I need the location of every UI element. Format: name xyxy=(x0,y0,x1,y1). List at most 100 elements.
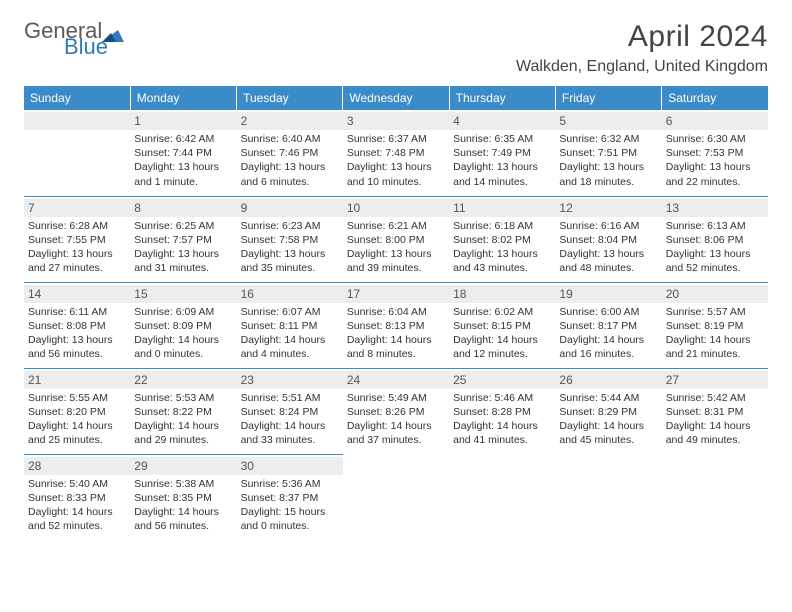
calendar-day-cell: 1Sunrise: 6:42 AMSunset: 7:44 PMDaylight… xyxy=(130,110,236,196)
day-number: 14 xyxy=(24,285,130,303)
day-sunrise: Sunrise: 6:21 AM xyxy=(347,219,445,233)
day-dl2: and 29 minutes. xyxy=(134,433,232,447)
day-sunrise: Sunrise: 6:40 AM xyxy=(241,132,339,146)
day-dl2: and 39 minutes. xyxy=(347,261,445,275)
day-dl1: Daylight: 14 hours xyxy=(666,419,764,433)
calendar-body: 1Sunrise: 6:42 AMSunset: 7:44 PMDaylight… xyxy=(24,110,768,540)
day-dl1: Daylight: 14 hours xyxy=(453,333,551,347)
day-dl2: and 1 minute. xyxy=(134,175,232,189)
day-sunrise: Sunrise: 6:00 AM xyxy=(559,305,657,319)
calendar-day-cell: 3Sunrise: 6:37 AMSunset: 7:48 PMDaylight… xyxy=(343,110,449,196)
day-dl2: and 21 minutes. xyxy=(666,347,764,361)
day-number: 12 xyxy=(555,199,661,217)
day-sunset: Sunset: 8:13 PM xyxy=(347,319,445,333)
day-dl2: and 35 minutes. xyxy=(241,261,339,275)
day-sunrise: Sunrise: 5:51 AM xyxy=(241,391,339,405)
calendar-week-row: 28Sunrise: 5:40 AMSunset: 8:33 PMDayligh… xyxy=(24,454,768,540)
day-number: 21 xyxy=(24,371,130,389)
day-dl1: Daylight: 14 hours xyxy=(241,419,339,433)
day-dl1: Daylight: 13 hours xyxy=(28,333,126,347)
day-dl2: and 22 minutes. xyxy=(666,175,764,189)
day-sunset: Sunset: 8:11 PM xyxy=(241,319,339,333)
month-title: April 2024 xyxy=(516,20,768,54)
day-sunset: Sunset: 8:04 PM xyxy=(559,233,657,247)
day-sunrise: Sunrise: 6:16 AM xyxy=(559,219,657,233)
calendar-day-cell: 18Sunrise: 6:02 AMSunset: 8:15 PMDayligh… xyxy=(449,282,555,368)
day-number: 27 xyxy=(662,371,768,389)
day-sunrise: Sunrise: 5:38 AM xyxy=(134,477,232,491)
calendar-day-cell xyxy=(343,454,449,540)
day-sunset: Sunset: 8:35 PM xyxy=(134,491,232,505)
calendar-day-cell: 22Sunrise: 5:53 AMSunset: 8:22 PMDayligh… xyxy=(130,368,236,454)
calendar-week-row: 1Sunrise: 6:42 AMSunset: 7:44 PMDaylight… xyxy=(24,110,768,196)
day-dl2: and 6 minutes. xyxy=(241,175,339,189)
day-dl1: Daylight: 14 hours xyxy=(134,419,232,433)
calendar-day-cell: 4Sunrise: 6:35 AMSunset: 7:49 PMDaylight… xyxy=(449,110,555,196)
calendar-day-cell: 28Sunrise: 5:40 AMSunset: 8:33 PMDayligh… xyxy=(24,454,130,540)
day-sunrise: Sunrise: 5:46 AM xyxy=(453,391,551,405)
calendar-header-row: SundayMondayTuesdayWednesdayThursdayFrid… xyxy=(24,86,768,110)
day-number: 22 xyxy=(130,371,236,389)
day-sunset: Sunset: 8:37 PM xyxy=(241,491,339,505)
day-sunrise: Sunrise: 6:35 AM xyxy=(453,132,551,146)
day-dl2: and 12 minutes. xyxy=(453,347,551,361)
day-sunset: Sunset: 8:19 PM xyxy=(666,319,764,333)
calendar-day-cell: 25Sunrise: 5:46 AMSunset: 8:28 PMDayligh… xyxy=(449,368,555,454)
day-sunrise: Sunrise: 5:42 AM xyxy=(666,391,764,405)
calendar-day-cell: 12Sunrise: 6:16 AMSunset: 8:04 PMDayligh… xyxy=(555,196,661,282)
calendar-day-cell: 19Sunrise: 6:00 AMSunset: 8:17 PMDayligh… xyxy=(555,282,661,368)
day-sunset: Sunset: 8:29 PM xyxy=(559,405,657,419)
day-sunset: Sunset: 8:31 PM xyxy=(666,405,764,419)
day-dl1: Daylight: 14 hours xyxy=(666,333,764,347)
calendar-day-cell: 7Sunrise: 6:28 AMSunset: 7:55 PMDaylight… xyxy=(24,196,130,282)
day-dl1: Daylight: 14 hours xyxy=(347,419,445,433)
calendar-week-row: 7Sunrise: 6:28 AMSunset: 7:55 PMDaylight… xyxy=(24,196,768,282)
calendar-day-cell: 29Sunrise: 5:38 AMSunset: 8:35 PMDayligh… xyxy=(130,454,236,540)
calendar-week-row: 21Sunrise: 5:55 AMSunset: 8:20 PMDayligh… xyxy=(24,368,768,454)
day-number: 17 xyxy=(343,285,449,303)
day-dl1: Daylight: 14 hours xyxy=(559,419,657,433)
page-header: GeneralBlue April 2024 Walkden, England,… xyxy=(24,20,768,76)
day-dl1: Daylight: 13 hours xyxy=(559,160,657,174)
day-dl2: and 48 minutes. xyxy=(559,261,657,275)
day-dl1: Daylight: 13 hours xyxy=(666,247,764,261)
day-sunrise: Sunrise: 6:32 AM xyxy=(559,132,657,146)
calendar-day-cell: 14Sunrise: 6:11 AMSunset: 8:08 PMDayligh… xyxy=(24,282,130,368)
day-dl1: Daylight: 13 hours xyxy=(28,247,126,261)
day-sunset: Sunset: 7:44 PM xyxy=(134,146,232,160)
day-number: 26 xyxy=(555,371,661,389)
calendar-day-cell xyxy=(662,454,768,540)
day-dl1: Daylight: 13 hours xyxy=(666,160,764,174)
empty-day xyxy=(24,112,130,130)
logo-text-blue: Blue xyxy=(64,36,124,58)
day-dl2: and 10 minutes. xyxy=(347,175,445,189)
day-sunrise: Sunrise: 6:25 AM xyxy=(134,219,232,233)
day-sunset: Sunset: 7:51 PM xyxy=(559,146,657,160)
day-dl2: and 52 minutes. xyxy=(28,519,126,533)
calendar-day-cell: 23Sunrise: 5:51 AMSunset: 8:24 PMDayligh… xyxy=(237,368,343,454)
day-number: 8 xyxy=(130,199,236,217)
calendar-day-cell: 5Sunrise: 6:32 AMSunset: 7:51 PMDaylight… xyxy=(555,110,661,196)
day-dl2: and 8 minutes. xyxy=(347,347,445,361)
weekday-header: Friday xyxy=(555,86,661,110)
logo: GeneralBlue xyxy=(24,20,124,58)
day-sunset: Sunset: 7:58 PM xyxy=(241,233,339,247)
day-dl2: and 49 minutes. xyxy=(666,433,764,447)
day-dl1: Daylight: 14 hours xyxy=(28,505,126,519)
day-number: 9 xyxy=(237,199,343,217)
day-sunrise: Sunrise: 6:07 AM xyxy=(241,305,339,319)
calendar-day-cell xyxy=(449,454,555,540)
calendar-table: SundayMondayTuesdayWednesdayThursdayFrid… xyxy=(24,86,768,540)
day-number: 19 xyxy=(555,285,661,303)
day-dl2: and 25 minutes. xyxy=(28,433,126,447)
day-sunrise: Sunrise: 6:18 AM xyxy=(453,219,551,233)
calendar-day-cell: 20Sunrise: 5:57 AMSunset: 8:19 PMDayligh… xyxy=(662,282,768,368)
day-dl2: and 27 minutes. xyxy=(28,261,126,275)
day-dl1: Daylight: 13 hours xyxy=(453,247,551,261)
weekday-header: Monday xyxy=(130,86,236,110)
day-number: 3 xyxy=(343,112,449,130)
day-dl2: and 0 minutes. xyxy=(241,519,339,533)
day-dl2: and 56 minutes. xyxy=(28,347,126,361)
calendar-day-cell: 26Sunrise: 5:44 AMSunset: 8:29 PMDayligh… xyxy=(555,368,661,454)
day-number: 2 xyxy=(237,112,343,130)
